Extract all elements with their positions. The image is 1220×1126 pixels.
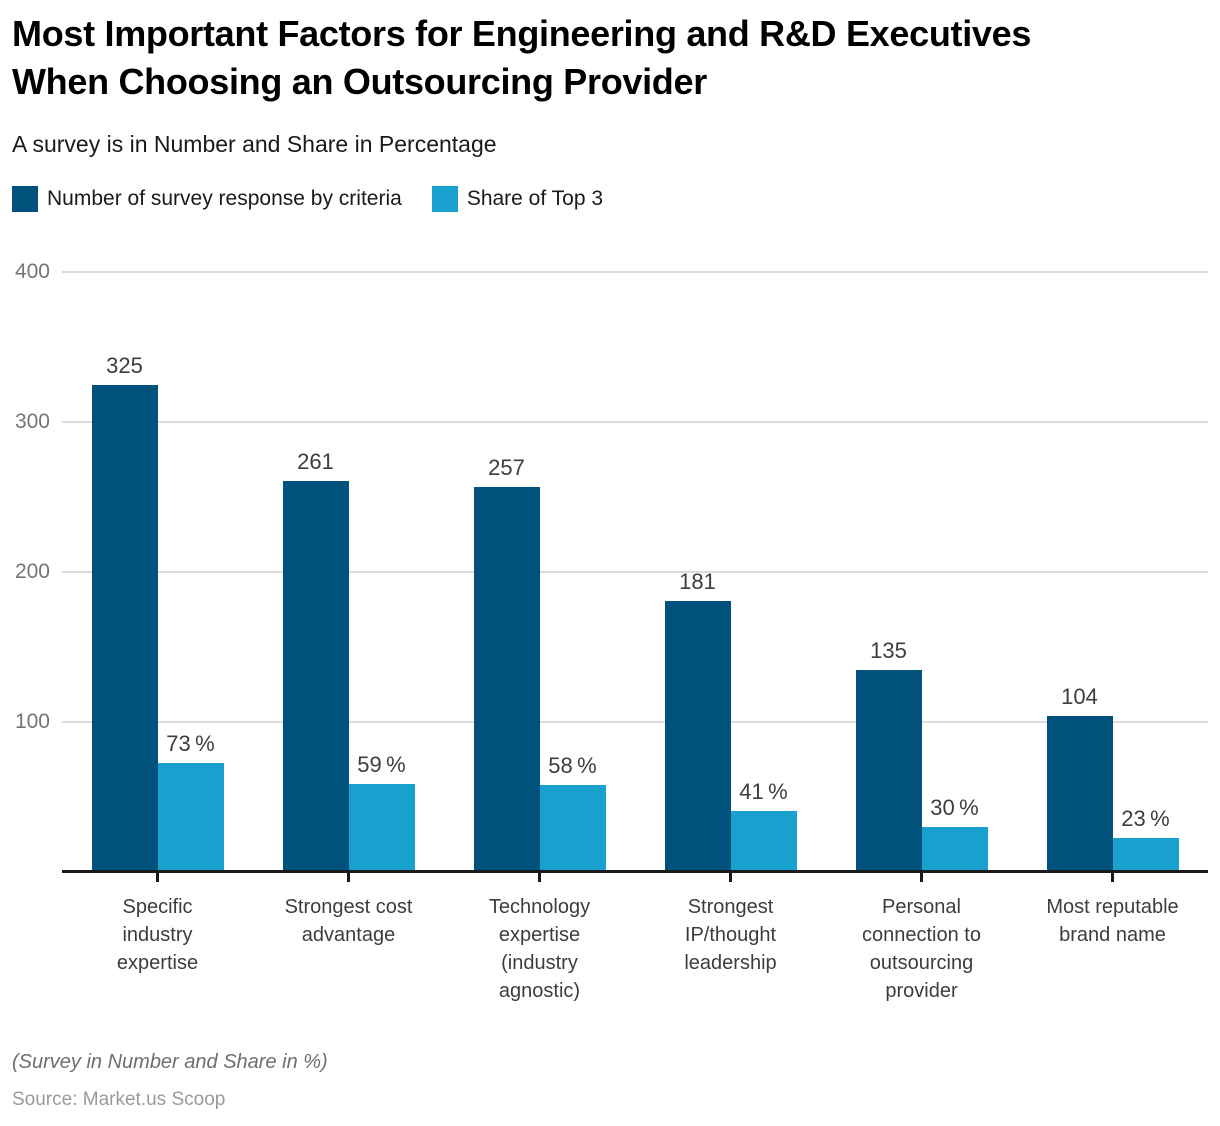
count-bar bbox=[664, 600, 731, 872]
bar-group: 135 30 % bbox=[826, 272, 1017, 882]
share-value-label: 73 % bbox=[166, 730, 215, 756]
legend-label: Number of survey response by criteria bbox=[47, 187, 402, 210]
legend-label: Share of Top 3 bbox=[466, 187, 604, 210]
category-label: Most reputable brand name bbox=[1046, 896, 1179, 946]
bar-group: 325 73 % bbox=[62, 272, 253, 882]
count-value-label: 135 bbox=[870, 637, 907, 663]
category-label: Strongest cost advantage bbox=[284, 896, 413, 946]
count-bar-column: 257 bbox=[473, 454, 540, 872]
share-bar bbox=[1112, 837, 1179, 872]
count-value-label: 181 bbox=[679, 568, 716, 594]
share-bar bbox=[157, 762, 224, 872]
count-bar bbox=[91, 384, 158, 872]
share-bar bbox=[348, 783, 415, 872]
x-axis-line bbox=[62, 870, 1208, 873]
footnote: (Survey in Number and Share in %) bbox=[12, 1051, 328, 1073]
count-bar bbox=[282, 480, 349, 872]
count-bar-column: 104 bbox=[1046, 684, 1113, 872]
share-value-label: 41 % bbox=[739, 778, 788, 804]
plot-area: 325 73 % 261 59 % 257 58 % 181 41 % 135 30 % 104 23… bbox=[62, 271, 1208, 882]
count-bar-column: 181 bbox=[664, 568, 731, 872]
x-axis-tick bbox=[920, 872, 923, 882]
bar-group: 181 41 % bbox=[635, 272, 826, 882]
share-value-label: 30 % bbox=[930, 795, 979, 820]
share-bar-column: 23 % bbox=[1112, 805, 1179, 872]
gridline bbox=[62, 421, 1208, 423]
legend: Number of survey response by criteria Sh… bbox=[12, 186, 603, 212]
count-bar-column: 261 bbox=[282, 448, 349, 872]
category-label: Specific industry expertise bbox=[116, 896, 199, 974]
x-axis-tick bbox=[1111, 872, 1114, 882]
share-value-label: 23 % bbox=[1121, 805, 1170, 831]
category-axis: Specific industry expertise Strongest cos… bbox=[62, 893, 1208, 1005]
count-value-label: 104 bbox=[1061, 684, 1098, 709]
bar-group: 104 23 % bbox=[1017, 272, 1208, 882]
chart-title: Most Important Factors for Engineering a… bbox=[12, 13, 1032, 102]
gridline bbox=[62, 721, 1208, 723]
share-value-label: 59 % bbox=[357, 751, 406, 777]
gridline bbox=[62, 271, 1208, 273]
count-bar-column: 135 bbox=[855, 637, 922, 872]
legend-item-share: Share of Top 3 bbox=[431, 186, 604, 212]
y-axis-tick-label: 400 bbox=[14, 260, 50, 283]
x-axis-tick bbox=[729, 872, 732, 882]
category-label: Strongest IP/thought leadership bbox=[684, 896, 777, 974]
count-series-swatch bbox=[12, 186, 38, 212]
share-bar-column: 58 % bbox=[539, 753, 606, 872]
share-bar-column: 30 % bbox=[921, 795, 988, 872]
gridline bbox=[62, 571, 1208, 573]
bar-groups: 325 73 % 261 59 % 257 58 % 181 41 % 135 30 % 104 23… bbox=[62, 272, 1208, 882]
y-axis-tick-label: 300 bbox=[14, 410, 50, 433]
count-value-label: 325 bbox=[106, 352, 143, 378]
count-value-label: 257 bbox=[488, 454, 525, 480]
share-value-label: 58 % bbox=[548, 753, 597, 778]
x-axis-tick bbox=[347, 872, 350, 882]
category-label: Technology expertise (industry agnostic) bbox=[488, 896, 591, 1002]
x-axis-tick bbox=[156, 872, 159, 882]
count-bar bbox=[1046, 716, 1113, 872]
source-credit: Source: Market.us Scoop bbox=[12, 1089, 226, 1110]
share-bar-column: 41 % bbox=[730, 778, 797, 872]
share-bar bbox=[921, 827, 988, 872]
bar-group: 257 58 % bbox=[444, 272, 635, 882]
share-bar-column: 59 % bbox=[348, 751, 415, 872]
share-bar bbox=[539, 785, 606, 872]
count-bar bbox=[855, 669, 922, 872]
share-series-swatch bbox=[431, 186, 458, 212]
share-bar-column: 73 % bbox=[157, 730, 224, 872]
x-axis-tick bbox=[538, 872, 541, 882]
share-bar bbox=[730, 810, 797, 872]
chart-subtitle: A survey is in Number and Share in Perce… bbox=[12, 131, 497, 157]
legend-item-count: Number of survey response by criteria bbox=[12, 186, 402, 212]
count-value-label: 261 bbox=[297, 448, 334, 474]
category-label: Personal connection to outsourcing provi… bbox=[862, 896, 981, 1002]
y-axis-tick-label: 100 bbox=[14, 710, 50, 733]
count-bar-column: 325 bbox=[91, 352, 158, 872]
bar-group: 261 59 % bbox=[253, 272, 444, 882]
y-axis-tick-label: 200 bbox=[14, 560, 50, 583]
count-bar bbox=[473, 486, 540, 872]
